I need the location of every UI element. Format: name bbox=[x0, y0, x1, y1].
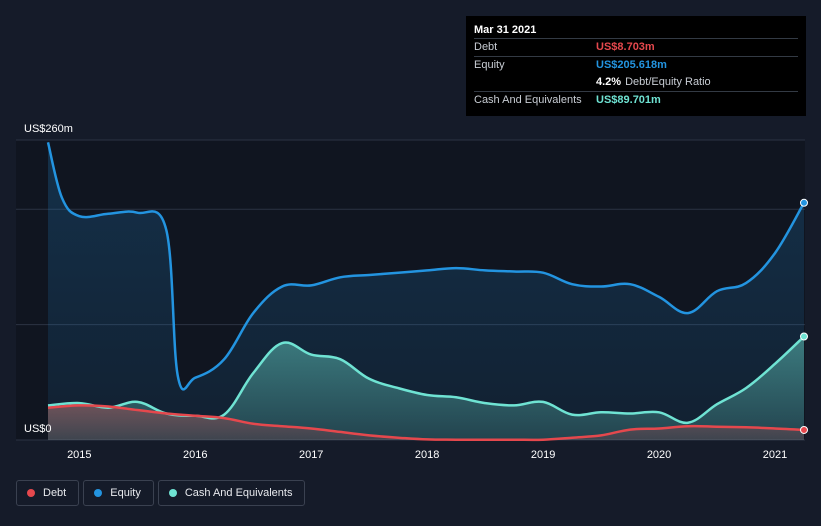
tooltip-row-ratio: 4.2% Debt/Equity Ratio bbox=[474, 74, 798, 91]
debt-area bbox=[48, 405, 804, 440]
tooltip-row-cash: Cash And Equivalents US$89.701m bbox=[474, 91, 798, 109]
y-axis-min-label: US$0 bbox=[24, 423, 52, 435]
end-markers bbox=[800, 198, 808, 434]
chart-area: US$260m US$0 2015 2016 2017 2018 2019 2020 202… bbox=[16, 123, 808, 461]
debt-line bbox=[47, 404, 805, 442]
legend-item-cash[interactable]: Cash And Equivalents bbox=[157, 480, 306, 506]
legend-equity-marker-icon bbox=[94, 489, 103, 497]
tooltip-row-equity: Equity US$205.618m bbox=[474, 56, 798, 74]
x-tick-label-2020: 2020 bbox=[647, 449, 671, 461]
tooltip-equity-label: Equity bbox=[474, 59, 505, 71]
x-tick-label-2019: 2019 bbox=[531, 449, 555, 461]
series-areas bbox=[48, 142, 804, 441]
tooltip-row-debt: Debt US$8.703m bbox=[474, 38, 798, 56]
tooltip-ratio-value: 4.2% bbox=[596, 76, 622, 88]
tooltip-equity-value: US$205.618m bbox=[596, 59, 667, 71]
tooltip-cash-label: Cash And Equivalents bbox=[474, 94, 582, 106]
x-tick-label-2021: 2021 bbox=[763, 449, 787, 461]
legend-equity-label: Equity bbox=[110, 487, 141, 499]
tooltip-debt-value: US$8.703m bbox=[596, 41, 655, 53]
x-tick-label-2016: 2016 bbox=[183, 449, 207, 461]
tooltip-cash-value: US$89.701m bbox=[596, 94, 661, 106]
cash-end-marker bbox=[800, 332, 808, 341]
tooltip-ratio-spacer bbox=[474, 74, 596, 91]
equity-area bbox=[48, 142, 804, 441]
x-axis-ticks: 2015 2016 2017 2018 2019 2020 2021 bbox=[67, 449, 787, 461]
x-tick-label-2018: 2018 bbox=[415, 449, 439, 461]
y-axis-max-label: US$260m bbox=[24, 123, 73, 135]
legend-cash-label: Cash And Equivalents bbox=[184, 487, 293, 499]
equity-line bbox=[46, 141, 806, 391]
cash-area bbox=[48, 336, 804, 440]
x-tick-label-2015: 2015 bbox=[67, 449, 91, 461]
equity-end-marker bbox=[800, 198, 808, 207]
legend-item-equity[interactable]: Equity bbox=[83, 480, 154, 506]
tooltip-ratio-label: Debt/Equity Ratio bbox=[625, 76, 711, 88]
legend-debt-label: Debt bbox=[43, 487, 67, 499]
legend-cash-marker-icon bbox=[168, 489, 177, 497]
chart-legend: Debt Equity Cash And Equivalents bbox=[16, 480, 306, 506]
tooltip-debt-label: Debt bbox=[474, 41, 498, 53]
legend-debt-marker-icon bbox=[27, 489, 35, 497]
debt-end-marker bbox=[800, 425, 808, 434]
tooltip-date: Mar 31 2021 bbox=[474, 24, 537, 36]
legend-item-debt[interactable]: Debt bbox=[16, 480, 80, 506]
data-tooltip: Mar 31 2021 Debt US$8.703m Equity US$205… bbox=[466, 16, 806, 116]
series-lines bbox=[46, 141, 806, 442]
x-tick-label-2017: 2017 bbox=[299, 449, 323, 461]
